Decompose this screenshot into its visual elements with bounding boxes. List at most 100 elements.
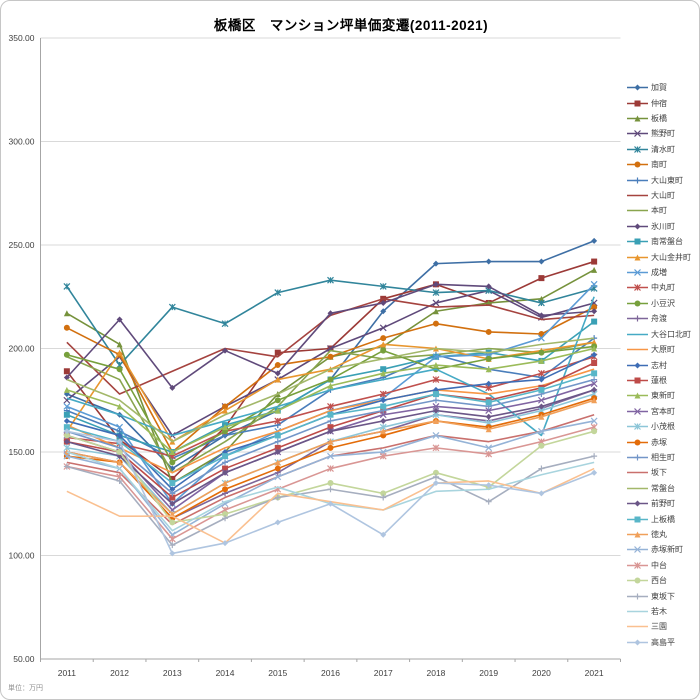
triangle-marker-icon <box>169 449 176 455</box>
x-marker-icon <box>63 403 71 410</box>
series-markers-小豆沢 <box>63 343 598 466</box>
triangle-marker-icon <box>538 295 545 302</box>
triangle-marker-icon <box>634 115 641 122</box>
circle-marker-icon <box>274 362 281 369</box>
legend: 加賀 仲宿 板橋 熊野町 清水町 南町 大山東町 大山町 本町 氷川町 南常盤台 大山金井町 成増 中丸町… <box>627 80 699 650</box>
x-axis-tick-label: 2019 <box>479 668 498 678</box>
legend-swatch-icon <box>627 546 648 554</box>
triangle-marker-icon <box>327 438 334 445</box>
diamond-marker-icon <box>591 469 598 476</box>
triangle-marker-icon <box>116 403 123 410</box>
legend-label: 小茂根 <box>651 422 675 432</box>
asterisk-marker-icon <box>379 282 387 290</box>
legend-label: 大谷口北町 <box>651 329 691 339</box>
square-marker-icon <box>634 238 641 245</box>
x-marker-icon <box>634 130 641 138</box>
legend-swatch-icon <box>627 333 648 336</box>
legend-swatch-icon <box>627 454 648 461</box>
legend-label: 西台 <box>651 576 667 586</box>
legend-label: 南町 <box>651 160 667 170</box>
legend-label: 赤塚 <box>651 437 667 447</box>
series-markers-東新町 <box>63 345 598 455</box>
asterisk-marker-icon <box>432 376 440 383</box>
series-markers-赤塚新町 <box>63 417 598 539</box>
diamond-marker-icon <box>380 299 387 306</box>
square-marker-icon <box>538 386 545 393</box>
square-marker-icon <box>63 424 70 431</box>
x-marker-icon <box>327 452 334 460</box>
series-markers-東坂下 <box>63 453 598 549</box>
asterisk-marker-icon <box>634 423 641 431</box>
legend-item: 上板橋 <box>627 511 699 526</box>
legend-label: 赤塚新町 <box>651 545 683 555</box>
triangle-marker-icon <box>222 480 229 487</box>
legend-item: 徳丸 <box>627 527 699 542</box>
square-marker-icon <box>591 258 598 265</box>
square-marker-icon <box>169 480 176 487</box>
legend-item: 三園 <box>627 619 699 634</box>
triangle-marker-icon <box>274 459 281 466</box>
diamond-marker-icon <box>538 312 545 319</box>
plus-marker-icon <box>538 465 545 472</box>
legend-item: 坂下 <box>627 465 699 480</box>
legend-item: 西台 <box>627 573 699 588</box>
triangle-marker-icon <box>591 345 598 352</box>
square-marker-icon <box>634 516 641 523</box>
circle-marker-icon <box>274 465 281 472</box>
legend-swatch-icon <box>627 407 648 415</box>
x-marker-icon <box>537 427 545 435</box>
diamond-marker-icon <box>116 432 123 439</box>
legend-item: 東坂下 <box>627 588 699 603</box>
circle-marker-icon <box>538 349 545 356</box>
legend-swatch-icon <box>627 100 648 107</box>
diamond-marker-icon <box>485 413 492 420</box>
legend-item: 板橋 <box>627 111 699 126</box>
diamond-marker-icon <box>485 283 492 290</box>
legend-swatch-icon <box>627 300 648 307</box>
circle-marker-icon <box>63 432 70 439</box>
x-axis-tick-label: 2013 <box>163 668 182 678</box>
y-axis-tick-label: 150.00 <box>9 447 35 457</box>
legend-item: 大谷口北町 <box>627 327 699 342</box>
x-marker-icon <box>634 407 641 415</box>
plus-marker-icon <box>274 494 281 501</box>
diamond-marker-icon <box>432 407 439 414</box>
chart-title: 板橋区 マンション坪単価変遷(2011-2021) <box>213 18 489 33</box>
square-marker-icon <box>634 377 641 384</box>
triangle-marker-icon <box>116 459 123 466</box>
circle-marker-icon <box>591 428 598 435</box>
legend-item: 中丸町 <box>627 280 699 295</box>
x-axis-tick-label: 2011 <box>58 668 77 678</box>
diamond-marker-icon <box>634 223 641 230</box>
circle-marker-icon <box>432 469 439 476</box>
legend-swatch-icon <box>627 487 648 490</box>
legend-swatch-icon <box>627 315 648 322</box>
square-marker-icon <box>222 465 229 472</box>
legend-swatch-icon <box>627 145 648 153</box>
diamond-marker-icon <box>380 531 387 538</box>
x-axis-tick-label: 2014 <box>216 668 235 678</box>
diamond-marker-icon <box>222 540 229 547</box>
circle-marker-icon <box>538 442 545 449</box>
legend-item: 赤塚 <box>627 434 699 449</box>
legend-label: 小豆沢 <box>651 298 675 308</box>
legend-item: 常盤台 <box>627 481 699 496</box>
diamond-marker-icon <box>327 428 334 435</box>
triangle-marker-icon <box>116 349 123 356</box>
triangle-marker-icon <box>485 426 492 433</box>
diamond-marker-icon <box>591 386 598 393</box>
circle-marker-icon <box>274 397 281 404</box>
y-axis-tick-label: 250.00 <box>9 240 35 250</box>
circle-marker-icon <box>63 351 70 358</box>
diamond-marker-icon <box>591 237 598 244</box>
circle-marker-icon <box>634 577 641 584</box>
plus-marker-icon <box>63 463 70 470</box>
legend-swatch-icon <box>627 115 648 122</box>
plus-marker-icon <box>432 397 439 404</box>
diamond-marker-icon <box>485 380 492 387</box>
circle-marker-icon <box>485 355 492 362</box>
triangle-marker-icon <box>591 266 598 273</box>
diamond-marker-icon <box>591 351 598 358</box>
asterisk-marker-icon <box>327 403 334 410</box>
asterisk-marker-icon <box>379 452 387 460</box>
